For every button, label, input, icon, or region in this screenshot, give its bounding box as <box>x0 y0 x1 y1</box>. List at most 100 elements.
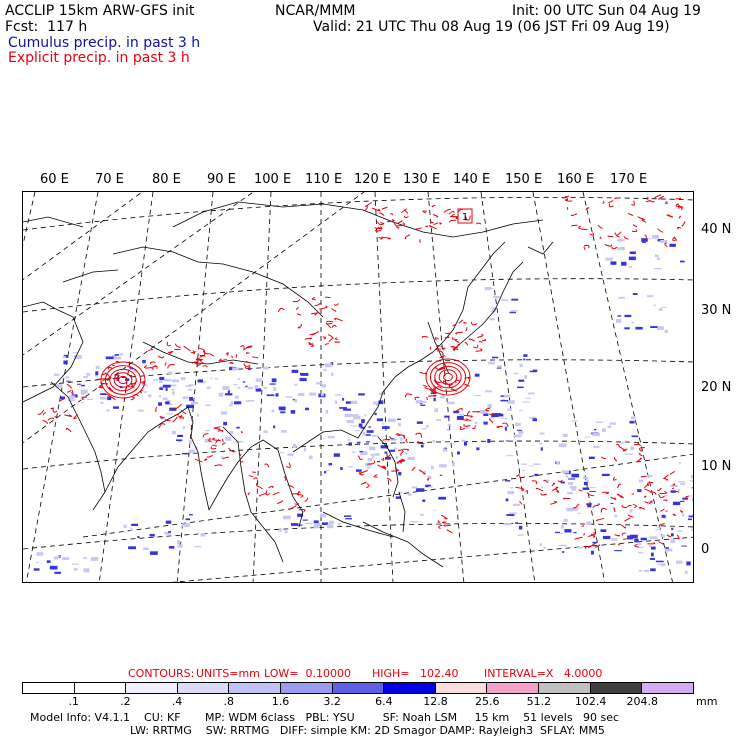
explicit-precip-contour <box>244 345 252 351</box>
explicit-precip-contour <box>396 222 405 227</box>
cumulus-precip-mark <box>147 394 152 398</box>
legend-cumulus: Cumulus precip. in past 3 h <box>8 35 201 51</box>
cumulus-precip-mark <box>382 426 390 429</box>
explicit-precip-contour <box>666 534 672 538</box>
cumulus-precip-mark <box>233 401 242 405</box>
cumulus-precip-mark <box>564 529 572 533</box>
cumulus-precip-mark <box>370 453 375 456</box>
explicit-precip-contour <box>663 499 668 502</box>
explicit-precip-contour <box>665 510 668 512</box>
explicit-precip-contour <box>448 219 456 223</box>
explicit-precip-contour <box>277 500 283 505</box>
cumulus-precip-mark <box>177 540 180 544</box>
cumulus-precip-mark <box>416 421 423 424</box>
lon-label: 70 E <box>95 172 124 187</box>
explicit-precip-contour <box>458 319 464 324</box>
cumulus-precip-mark <box>592 433 600 437</box>
latitude-line <box>23 359 693 388</box>
cumulus-precip-mark <box>584 436 591 438</box>
explicit-precip-contour <box>442 347 446 351</box>
explicit-precip-contour <box>570 213 578 217</box>
explicit-precip-contour <box>405 393 413 398</box>
coastline-segment <box>527 241 554 255</box>
cumulus-precip-mark <box>528 465 534 467</box>
explicit-precip-contour <box>432 388 437 393</box>
explicit-precip-contour <box>587 542 596 549</box>
institution-label: NCAR/MMM <box>275 3 356 19</box>
cumulus-precip-mark <box>375 453 380 456</box>
explicit-precip-contour <box>419 239 422 243</box>
colorbar-tick-label: 51.2 <box>526 695 552 708</box>
contours-label: CONTOURS: <box>128 667 195 680</box>
explicit-precip-contour <box>557 479 563 483</box>
cumulus-precip-mark <box>483 413 489 416</box>
cumulus-precip-mark <box>655 529 661 531</box>
cumulus-precip-mark <box>689 480 693 482</box>
lon-label: 100 E <box>254 172 292 187</box>
cumulus-precip-mark <box>682 497 689 500</box>
cumulus-precip-mark <box>656 257 661 260</box>
lat-label: 30 N <box>701 303 732 318</box>
explicit-precip-contour <box>203 458 208 461</box>
cumulus-precip-mark <box>142 383 148 387</box>
cumulus-precip-mark <box>283 515 291 520</box>
cumulus-precip-mark <box>428 486 433 488</box>
cumulus-precip-mark <box>150 551 158 555</box>
cumulus-precip-mark <box>269 383 276 385</box>
cumulus-precip-mark <box>387 418 396 423</box>
cumulus-precip-mark <box>172 430 176 435</box>
explicit-precip-contour <box>633 443 640 446</box>
meridian-line <box>582 192 673 582</box>
lat-label: 0 <box>701 542 710 557</box>
explicit-precip-contour <box>164 419 171 422</box>
cumulus-precip-mark <box>137 536 140 539</box>
coastline-segment <box>398 491 406 533</box>
cumulus-precip-mark <box>294 383 298 386</box>
explicit-precip-contour <box>583 246 586 251</box>
latitude-line <box>23 440 693 470</box>
explicit-precip-contour <box>42 420 49 425</box>
explicit-precip-contour <box>375 229 382 232</box>
explicit-precip-contour <box>470 321 478 326</box>
cumulus-precip-mark <box>430 392 437 395</box>
explicit-precip-contour <box>334 317 343 322</box>
explicit-precip-contour <box>426 396 429 401</box>
cumulus-precip-mark <box>273 387 277 391</box>
cumulus-precip-mark <box>475 395 481 397</box>
explicit-precip-contour <box>199 355 206 358</box>
cumulus-precip-mark <box>168 546 175 549</box>
explicit-precip-contour <box>488 418 494 424</box>
cumulus-precip-mark <box>263 386 268 390</box>
explicit-precip-contour <box>98 385 103 389</box>
cumulus-precip-mark <box>522 401 531 403</box>
cumulus-precip-mark <box>327 435 335 439</box>
cumulus-precip-mark <box>646 475 653 478</box>
cumulus-precip-mark <box>188 384 194 386</box>
explicit-precip-contour <box>364 206 369 211</box>
cumulus-precip-mark <box>539 442 543 445</box>
cumulus-precip-mark <box>271 409 275 413</box>
legend-explicit: Explicit precip. in past 3 h <box>8 50 190 66</box>
explicit-precip-contour <box>195 358 203 361</box>
explicit-precip-contour <box>432 214 439 218</box>
cumulus-precip-mark <box>513 503 520 506</box>
cumulus-precip-mark <box>46 560 51 563</box>
cumulus-precip-mark <box>206 386 211 389</box>
cumulus-precip-mark <box>223 421 227 426</box>
cumulus-precip-mark <box>235 395 239 399</box>
explicit-precip-contour <box>543 479 549 484</box>
cumulus-precip-mark <box>411 486 418 489</box>
cumulus-precip-mark <box>398 491 403 494</box>
explicit-precip-contour <box>327 334 334 339</box>
colorbar-tick-label: 204.8 <box>626 695 659 708</box>
cumulus-precip-mark <box>655 560 664 563</box>
cumulus-precip-mark <box>654 267 662 270</box>
explicit-precip-contour <box>314 312 318 316</box>
cumulus-precip-mark <box>671 527 674 531</box>
explicit-precip-contour <box>515 486 525 492</box>
explicit-precip-contour <box>198 348 206 353</box>
explicit-precip-contour <box>632 224 638 228</box>
explicit-precip-contour <box>602 491 610 495</box>
cumulus-precip-mark <box>398 472 402 476</box>
cumulus-precip-mark <box>465 426 469 429</box>
